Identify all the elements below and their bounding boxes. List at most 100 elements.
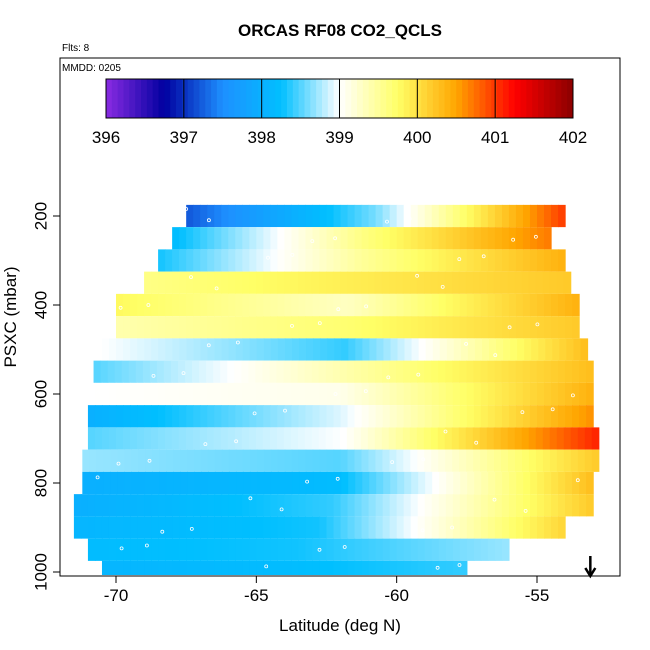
heatmap-cell [149, 360, 158, 383]
heatmap-cell [403, 382, 412, 406]
heatmap-cell [220, 360, 228, 383]
heatmap-cell [186, 405, 194, 428]
heatmap-cell [222, 471, 230, 495]
heatmap-cell [332, 271, 341, 294]
colorbar-segment [216, 79, 224, 118]
heatmap-cell [94, 494, 103, 517]
heatmap-cell [89, 471, 97, 495]
heatmap-cell [544, 382, 552, 406]
heatmap-cell [179, 538, 187, 561]
heatmap-cell [340, 516, 349, 539]
heatmap-cell [473, 360, 482, 383]
heatmap-cell [311, 271, 320, 294]
heatmap-cell [551, 382, 559, 406]
heatmap-cell [228, 204, 236, 228]
heatmap-cell [248, 360, 256, 383]
heatmap-cell [375, 538, 384, 561]
heatmap-cell [130, 516, 138, 539]
heatmap-cell [200, 338, 209, 361]
heatmap-cell [137, 538, 145, 561]
heatmap-cell [354, 516, 363, 539]
heatmap-cell [459, 494, 468, 517]
sample-marker [189, 527, 194, 531]
sample-marker [342, 545, 347, 549]
heatmap-cell [158, 293, 166, 317]
sample-marker [481, 254, 486, 259]
heatmap-cell [417, 227, 426, 250]
colorbar-segment [263, 79, 270, 118]
heatmap-cell [207, 271, 215, 294]
heatmap-cell [368, 405, 377, 428]
heatmap-cell [347, 405, 356, 428]
heatmap-cell [340, 560, 349, 576]
sample-marker [248, 496, 253, 501]
heatmap-cell [150, 427, 159, 450]
heatmap-cell [319, 560, 328, 576]
heatmap-cell [123, 293, 131, 317]
heatmap-cell [382, 360, 390, 383]
heatmap-cell [493, 427, 502, 450]
sample-marker [119, 546, 124, 551]
heatmap-cell [284, 338, 293, 361]
sample-marker [266, 255, 270, 260]
heatmap-cell [339, 271, 348, 294]
heatmap-cell [528, 449, 537, 472]
heatmap-cell [214, 338, 223, 361]
y-tick-label: 200 [31, 202, 50, 230]
heatmap-cell [445, 293, 454, 317]
heatmap-cell [502, 471, 510, 495]
heatmap-cell [500, 427, 509, 450]
heatmap-cell [248, 271, 257, 294]
heatmap-cell [101, 382, 110, 406]
heatmap-cell [87, 427, 96, 450]
heatmap-cell [144, 405, 152, 428]
x-tick-label: -60 [384, 586, 409, 605]
heatmap-cell [172, 494, 180, 517]
heatmap-cell [445, 560, 454, 576]
heatmap-cell [158, 382, 166, 406]
heatmap-cell [242, 516, 250, 539]
heatmap-cell [382, 382, 391, 406]
heatmap-cell [556, 271, 565, 294]
heatmap-cell [565, 382, 573, 406]
heatmap-cell [235, 449, 244, 472]
heatmap-cell [417, 293, 426, 317]
colorbar-segment [462, 79, 469, 118]
heatmap-cell [241, 271, 250, 294]
heatmap-cell [544, 204, 552, 228]
heatmap-cell [103, 449, 111, 472]
heatmap-cell [347, 249, 356, 272]
heatmap-cell [263, 316, 271, 339]
heatmap-cell [452, 293, 461, 317]
heatmap-cell [291, 405, 300, 428]
heatmap-cell [480, 360, 489, 383]
heatmap-cell [453, 338, 462, 361]
heatmap-cell [551, 316, 559, 339]
colorbar-segment [281, 79, 288, 118]
heatmap-cell [501, 405, 510, 428]
heatmap-cell [573, 338, 582, 361]
heatmap-cell [298, 316, 307, 339]
heatmap-cell [256, 249, 264, 272]
colorbar-segment [473, 79, 481, 118]
heatmap-cell [313, 338, 321, 361]
heatmap-cell [263, 494, 271, 517]
heatmap-cell [298, 249, 307, 272]
colorbar-segment [357, 79, 364, 118]
heatmap-cell [368, 382, 377, 406]
heatmap-cell [368, 204, 377, 228]
heatmap-cell [424, 405, 433, 428]
heatmap-cell [501, 204, 510, 228]
heatmap-cell [368, 449, 377, 472]
heatmap-cell [410, 249, 419, 272]
colorbar-segment [141, 79, 148, 118]
heatmap-cell [207, 204, 215, 228]
colorbar-segment [450, 79, 457, 118]
heatmap-cell [563, 427, 572, 450]
sample-marker [235, 340, 240, 345]
colorbar-segment [286, 79, 294, 118]
heatmap-cell [256, 494, 264, 517]
heatmap-cell [396, 538, 405, 561]
heatmap-cell [249, 227, 257, 250]
colorbar-segment [316, 79, 323, 118]
